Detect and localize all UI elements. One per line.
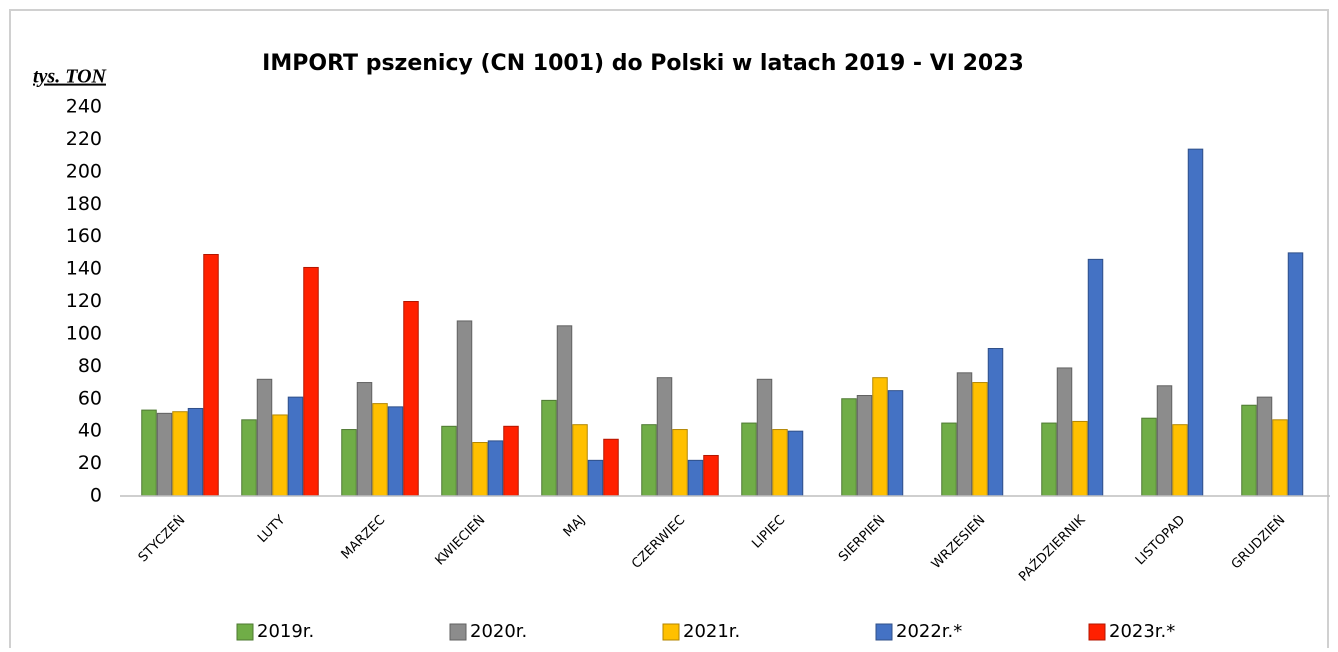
bar — [1141, 417, 1157, 497]
y-tick-label: 100 — [66, 322, 102, 344]
bar — [741, 422, 757, 497]
bar — [772, 429, 788, 497]
y-tick-label: 200 — [66, 160, 102, 182]
bar — [941, 422, 957, 497]
bar — [641, 424, 657, 497]
bar — [541, 399, 557, 497]
y-tick-label: 20 — [78, 452, 102, 474]
legend-label: 2021r. — [683, 621, 740, 642]
bar — [1256, 396, 1273, 497]
bar — [472, 442, 488, 497]
bar — [172, 411, 188, 497]
legend-label: 2022r.* — [896, 621, 962, 642]
bar — [956, 372, 973, 497]
y-tick-label: 240 — [66, 96, 102, 118]
bar — [356, 382, 373, 497]
bar — [972, 382, 988, 497]
chart-frame — [9, 9, 1329, 651]
bar — [1156, 385, 1173, 497]
y-tick-label: 60 — [78, 387, 102, 409]
bar — [1272, 419, 1288, 497]
bar — [241, 419, 257, 497]
legend-swatch — [236, 623, 254, 641]
bar — [572, 424, 588, 497]
y-tick-label: 120 — [66, 290, 102, 312]
bar — [372, 403, 388, 497]
y-tick-label: 40 — [78, 420, 102, 442]
bar — [403, 301, 419, 497]
bar — [856, 395, 873, 497]
bar — [987, 348, 1004, 497]
bar — [556, 325, 573, 497]
bar — [656, 377, 673, 497]
bar — [1056, 367, 1073, 497]
bar — [287, 396, 304, 497]
bar — [203, 253, 219, 497]
y-axis-label: tys. TON — [33, 66, 108, 88]
legend-swatch — [662, 623, 680, 641]
y-tick-label: 0 — [90, 485, 102, 507]
legend-swatch — [875, 623, 893, 641]
bar — [587, 459, 604, 497]
bar — [256, 378, 273, 497]
bar — [1187, 148, 1204, 497]
bar — [141, 409, 157, 497]
bar — [341, 429, 357, 497]
bar — [872, 377, 888, 497]
bar — [272, 414, 288, 497]
bar — [187, 407, 204, 497]
bar — [1241, 404, 1257, 497]
bar — [1287, 252, 1304, 497]
bar — [1072, 420, 1088, 497]
bar — [887, 390, 904, 497]
legend-swatch — [1088, 623, 1106, 641]
bar — [1041, 422, 1057, 497]
legend-swatch — [449, 623, 467, 641]
bar — [303, 266, 319, 497]
bar — [1172, 424, 1188, 497]
y-tick-label: 140 — [66, 258, 102, 280]
y-tick-label: 160 — [66, 225, 102, 247]
chart-title: IMPORT pszenicy (CN 1001) do Polski w la… — [262, 51, 1024, 76]
legend-label: 2023r.* — [1109, 621, 1175, 642]
bar — [156, 412, 173, 497]
bar — [487, 440, 504, 497]
y-tick-label: 180 — [66, 193, 102, 215]
bar — [756, 378, 773, 497]
bar — [1087, 258, 1104, 497]
bar — [672, 429, 688, 497]
bar — [841, 398, 857, 497]
legend-label: 2020r. — [470, 621, 527, 642]
bar — [687, 459, 704, 497]
bar — [603, 438, 619, 497]
bar — [441, 425, 457, 497]
bar — [387, 406, 404, 497]
bar — [703, 454, 719, 497]
bar — [503, 425, 519, 497]
legend-label: 2019r. — [257, 621, 314, 642]
y-tick-label: 80 — [78, 355, 102, 377]
bar — [456, 320, 473, 497]
bar — [787, 430, 804, 497]
y-tick-label: 220 — [66, 128, 102, 150]
